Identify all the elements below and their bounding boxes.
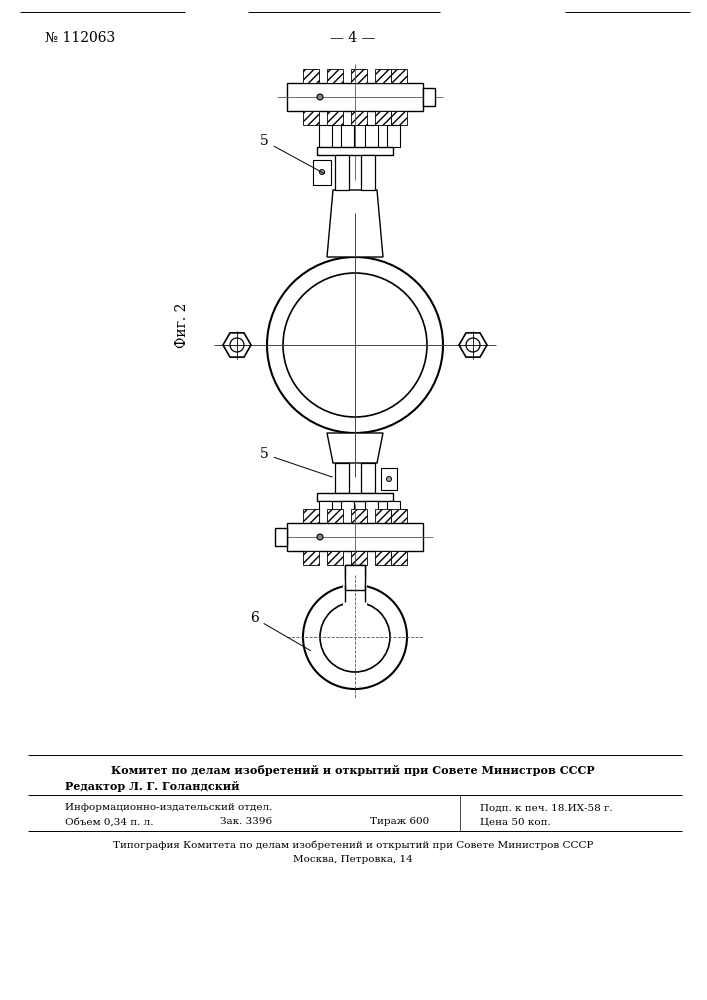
Bar <box>361 463 375 493</box>
Circle shape <box>267 257 443 433</box>
Text: 5: 5 <box>260 134 325 174</box>
Text: № 112063: № 112063 <box>45 31 115 45</box>
Polygon shape <box>327 433 383 463</box>
Bar <box>327 111 343 125</box>
Circle shape <box>317 534 323 540</box>
Bar <box>327 551 343 565</box>
Text: Зак. 3396: Зак. 3396 <box>220 818 272 826</box>
Bar <box>351 69 367 83</box>
Text: Типография Комитета по делам изобретений и открытий при Совете Министров СССР: Типография Комитета по делам изобретений… <box>113 840 593 850</box>
Bar <box>303 551 319 565</box>
Bar <box>423 88 435 106</box>
Text: Цена 50 коп.: Цена 50 коп. <box>480 818 551 826</box>
Circle shape <box>320 169 325 174</box>
Text: Объем 0,34 п. л.: Объем 0,34 п. л. <box>65 818 153 826</box>
Bar <box>387 501 400 523</box>
Bar <box>345 565 365 590</box>
Text: Тираж 600: Тираж 600 <box>370 818 429 826</box>
Bar <box>341 125 354 147</box>
Bar <box>319 501 332 523</box>
Bar <box>319 125 332 147</box>
Bar <box>275 528 287 546</box>
Bar <box>303 509 319 523</box>
Bar <box>287 83 423 111</box>
Bar <box>351 551 367 565</box>
Circle shape <box>230 338 244 352</box>
Text: — 4 —: — 4 — <box>330 31 375 45</box>
Bar <box>365 501 378 523</box>
Bar <box>387 125 400 147</box>
Bar <box>391 509 407 523</box>
Bar <box>317 147 393 155</box>
Text: Информационно-издательский отдел.: Информационно-издательский отдел. <box>65 804 272 812</box>
Bar <box>335 155 349 190</box>
Circle shape <box>387 477 392 482</box>
Bar <box>303 111 319 125</box>
Bar <box>345 565 365 585</box>
Text: Фиг. 2: Фиг. 2 <box>175 302 189 348</box>
Bar <box>317 493 393 501</box>
Circle shape <box>466 338 480 352</box>
Bar <box>361 155 375 190</box>
Circle shape <box>320 602 390 672</box>
Circle shape <box>303 585 407 689</box>
Bar <box>391 69 407 83</box>
Bar <box>327 69 343 83</box>
Text: Москва, Петровка, 14: Москва, Петровка, 14 <box>293 854 413 863</box>
Bar <box>381 468 397 490</box>
Bar <box>335 463 349 493</box>
Bar <box>327 509 343 523</box>
Bar <box>365 125 378 147</box>
Bar <box>391 111 407 125</box>
Bar <box>341 501 354 523</box>
Bar <box>375 509 391 523</box>
Bar <box>303 69 319 83</box>
Polygon shape <box>459 333 487 357</box>
Polygon shape <box>327 190 383 257</box>
Bar <box>375 111 391 125</box>
Bar <box>313 160 331 185</box>
Text: 5: 5 <box>260 447 332 477</box>
Bar <box>343 580 367 622</box>
Text: Подп. к печ. 18.ИХ-58 г.: Подп. к печ. 18.ИХ-58 г. <box>480 804 613 812</box>
Bar <box>351 111 367 125</box>
Bar <box>391 551 407 565</box>
Text: Комитет по делам изобретений и открытий при Совете Министров СССР: Комитет по делам изобретений и открытий … <box>111 766 595 776</box>
Text: 6: 6 <box>250 611 310 651</box>
Text: Редактор Л. Г. Голандский: Редактор Л. Г. Голандский <box>65 782 240 792</box>
Circle shape <box>317 94 323 100</box>
Polygon shape <box>223 333 251 357</box>
Bar <box>287 523 423 551</box>
Bar <box>375 551 391 565</box>
Circle shape <box>283 273 427 417</box>
Bar <box>375 69 391 83</box>
Bar <box>351 509 367 523</box>
